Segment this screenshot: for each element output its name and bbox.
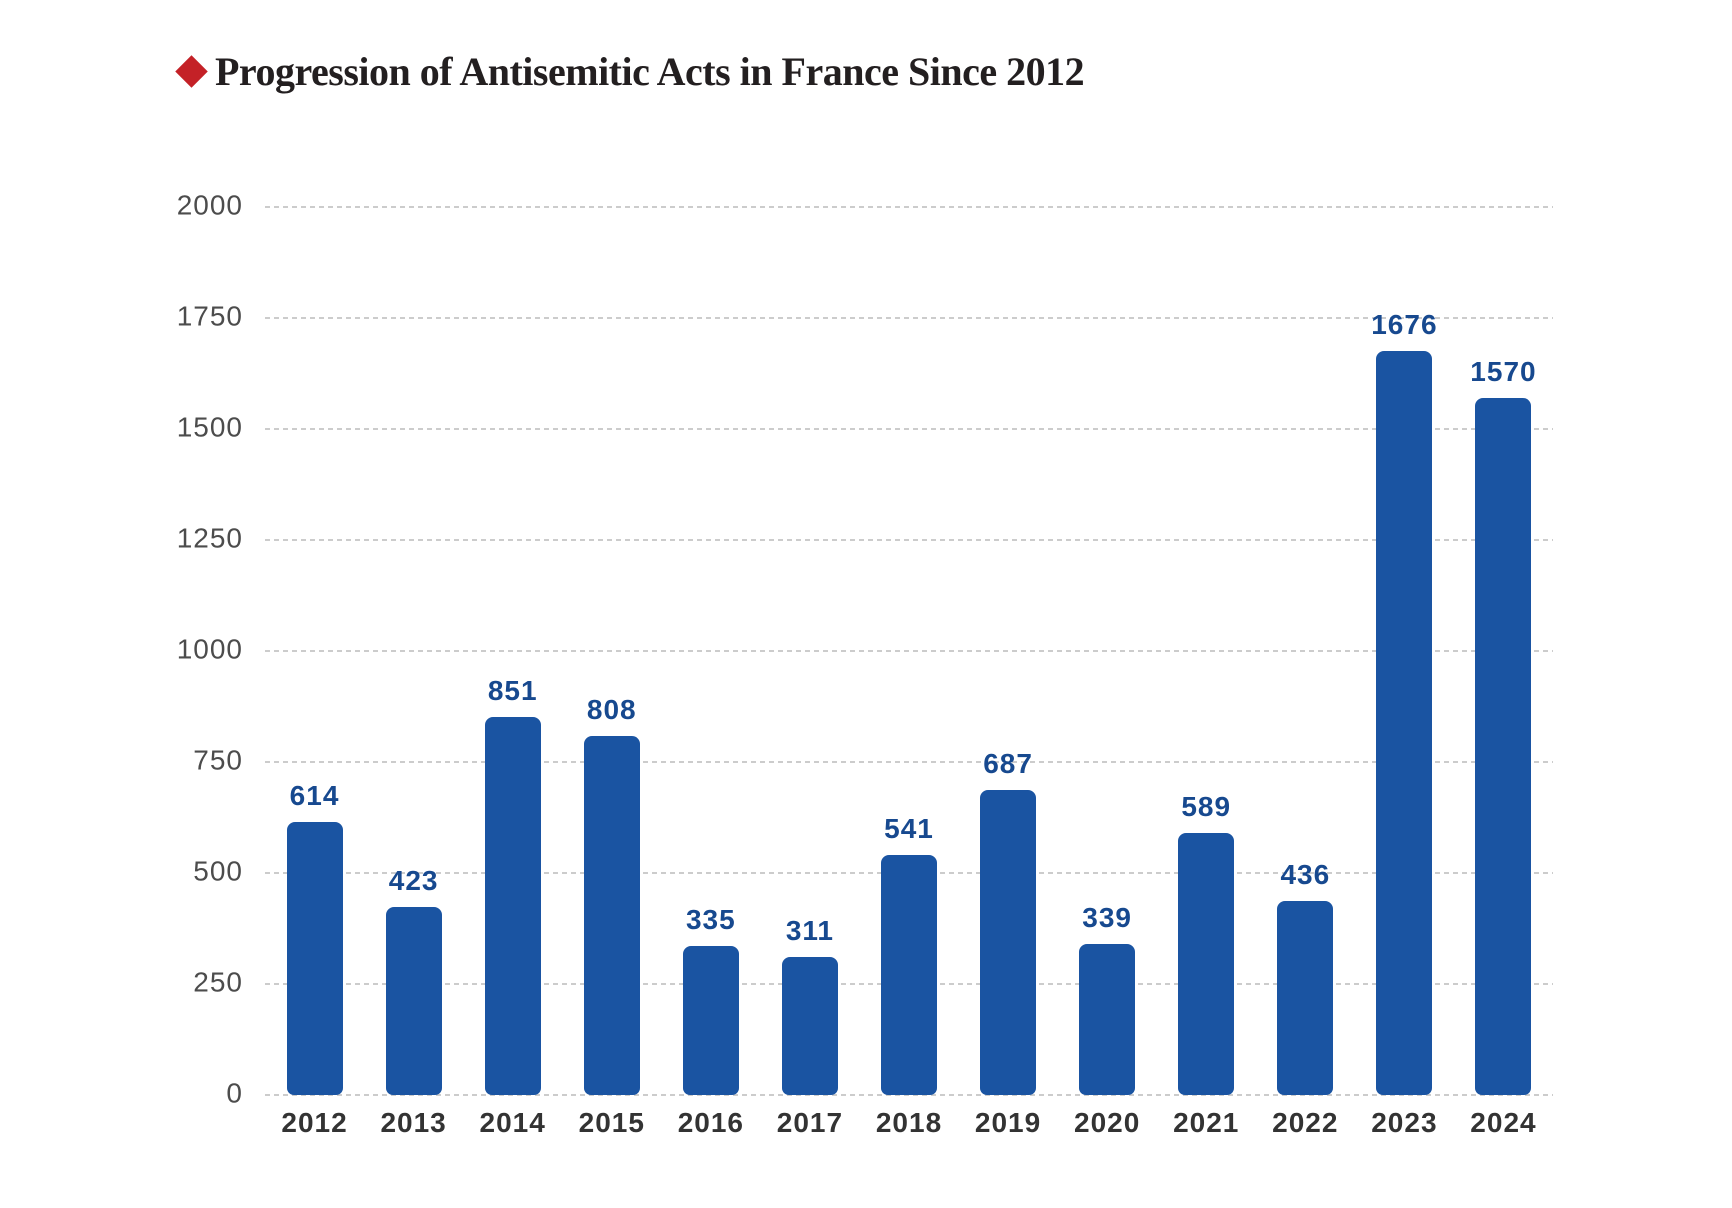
bar-2020 xyxy=(1079,944,1136,1095)
gridline-1250 xyxy=(265,539,1553,541)
y-axis-tick-label: 500 xyxy=(193,855,243,887)
gridline-0 xyxy=(265,1094,1553,1096)
gridline-1500 xyxy=(265,428,1553,430)
bar-value-label: 589 xyxy=(1181,791,1232,823)
bar-2013 xyxy=(385,907,442,1095)
gridline-1750 xyxy=(265,317,1553,319)
gridline-1000 xyxy=(265,650,1553,652)
x-axis-tick-label: 2018 xyxy=(875,1107,943,1138)
y-axis-tick-label: 750 xyxy=(193,744,243,776)
x-axis-tick-label: 2020 xyxy=(1073,1107,1141,1138)
bar-2018 xyxy=(881,854,937,1095)
bar-value-label: 311 xyxy=(785,914,835,946)
y-axis-tick-label: 0 xyxy=(226,1077,243,1109)
chart-title: Progression of Antisemitic Acts in Franc… xyxy=(215,49,1085,94)
x-axis-tick-label: 2015 xyxy=(578,1107,645,1138)
x-axis-tick-label: 2014 xyxy=(479,1107,546,1138)
bar-2019 xyxy=(980,789,1037,1095)
y-axis-tick-label: 1750 xyxy=(176,300,243,332)
bar-2012 xyxy=(286,822,343,1095)
x-axis-tick-label: 2012 xyxy=(281,1107,348,1138)
x-axis-tick-label: 2022 xyxy=(1272,1107,1339,1138)
x-axis-tick-label: 2016 xyxy=(677,1107,744,1138)
bar-2017 xyxy=(781,956,838,1095)
chart-title-row: Progression of Antisemitic Acts in Franc… xyxy=(175,48,1085,95)
bar-value-label: 335 xyxy=(685,904,736,936)
bar-chart-plot-area: 0 250 500 750 1000 1250 1500 1750 2000 614 2012 423… xyxy=(177,190,1553,1138)
bar-value-label: 1570 xyxy=(1470,355,1537,387)
bar-value-label: 541 xyxy=(884,812,934,844)
x-axis-tick-label: 2023 xyxy=(1371,1107,1438,1138)
bar-2016 xyxy=(682,946,739,1095)
y-axis-tick-label: 1250 xyxy=(176,522,243,554)
bar-value-label: 436 xyxy=(1280,859,1331,891)
bar-value-label: 1676 xyxy=(1371,308,1438,340)
bar-value-label: 339 xyxy=(1082,902,1132,934)
y-axis-tick-label: 2000 xyxy=(176,189,243,221)
bar-2015 xyxy=(583,736,640,1095)
y-axis-tick-label: 1000 xyxy=(176,633,243,665)
bar-value-label: 851 xyxy=(487,675,538,707)
gridline-750 xyxy=(265,761,1553,763)
bar-2021 xyxy=(1178,833,1235,1095)
bar-2014 xyxy=(484,717,541,1095)
bar-2023 xyxy=(1376,350,1433,1095)
bar-value-label: 687 xyxy=(983,747,1033,779)
bar-value-label: 808 xyxy=(586,694,637,726)
bar-2022 xyxy=(1277,901,1334,1095)
x-axis-tick-label: 2019 xyxy=(974,1107,1042,1138)
x-axis-tick-label: 2024 xyxy=(1470,1107,1537,1138)
y-axis-tick-label: 250 xyxy=(193,966,243,998)
diamond-icon xyxy=(175,55,208,88)
x-axis-tick-label: 2017 xyxy=(776,1107,844,1138)
x-axis-tick-label: 2013 xyxy=(380,1107,447,1138)
x-axis-tick-label: 2021 xyxy=(1173,1107,1240,1138)
bar-value-label: 614 xyxy=(289,780,340,812)
gridline-2000 xyxy=(265,206,1553,208)
y-axis-tick-label: 1500 xyxy=(176,411,243,443)
bar-value-label: 423 xyxy=(388,865,439,897)
bar-2024 xyxy=(1475,397,1532,1095)
